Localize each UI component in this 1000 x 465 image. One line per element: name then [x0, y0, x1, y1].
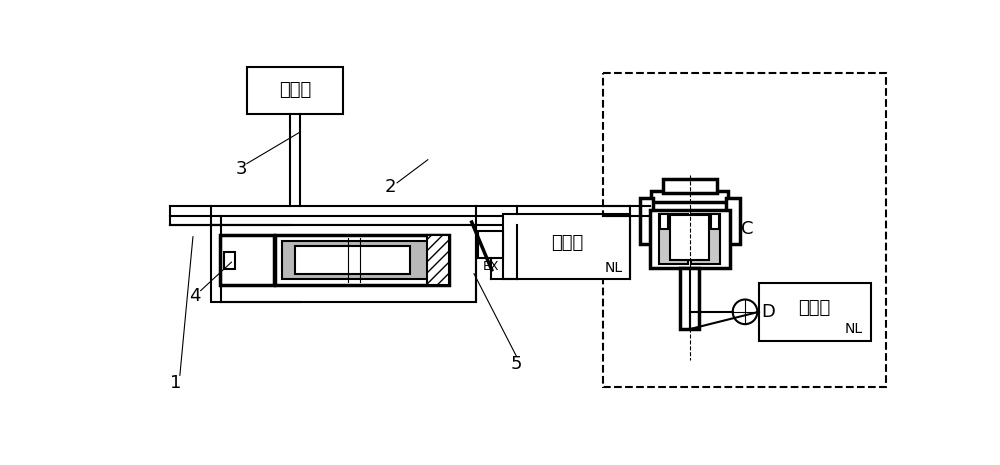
Bar	[726, 198, 740, 245]
Bar	[659, 213, 688, 264]
Bar	[247, 67, 343, 113]
Text: NL: NL	[845, 322, 863, 336]
Bar	[211, 225, 476, 302]
Text: 2: 2	[385, 178, 397, 196]
Bar	[680, 267, 699, 329]
Bar	[711, 213, 719, 229]
Bar	[220, 235, 274, 285]
Bar	[663, 179, 717, 193]
Bar	[295, 246, 410, 274]
Text: NL: NL	[604, 260, 622, 274]
Text: 电磁阀: 电磁阀	[799, 299, 831, 317]
Bar	[603, 73, 886, 387]
Bar	[650, 210, 730, 267]
Bar	[759, 283, 871, 341]
Bar	[427, 235, 449, 285]
Text: 5: 5	[511, 355, 522, 373]
Text: 4: 4	[189, 287, 200, 305]
Text: D: D	[761, 303, 775, 321]
Bar	[503, 213, 630, 279]
Text: EX: EX	[482, 259, 499, 272]
Bar	[282, 241, 428, 279]
Text: C: C	[741, 220, 754, 238]
Text: 1: 1	[170, 374, 181, 392]
Text: 电磁阀: 电磁阀	[551, 233, 583, 252]
Bar	[660, 213, 668, 229]
Bar	[640, 198, 653, 245]
Text: 离合器: 离合器	[279, 81, 311, 100]
Bar	[670, 215, 709, 260]
Bar	[691, 213, 720, 264]
Bar	[651, 191, 728, 202]
Bar	[275, 235, 449, 285]
Bar	[478, 232, 503, 259]
Bar	[224, 252, 235, 269]
Text: 3: 3	[236, 160, 247, 178]
